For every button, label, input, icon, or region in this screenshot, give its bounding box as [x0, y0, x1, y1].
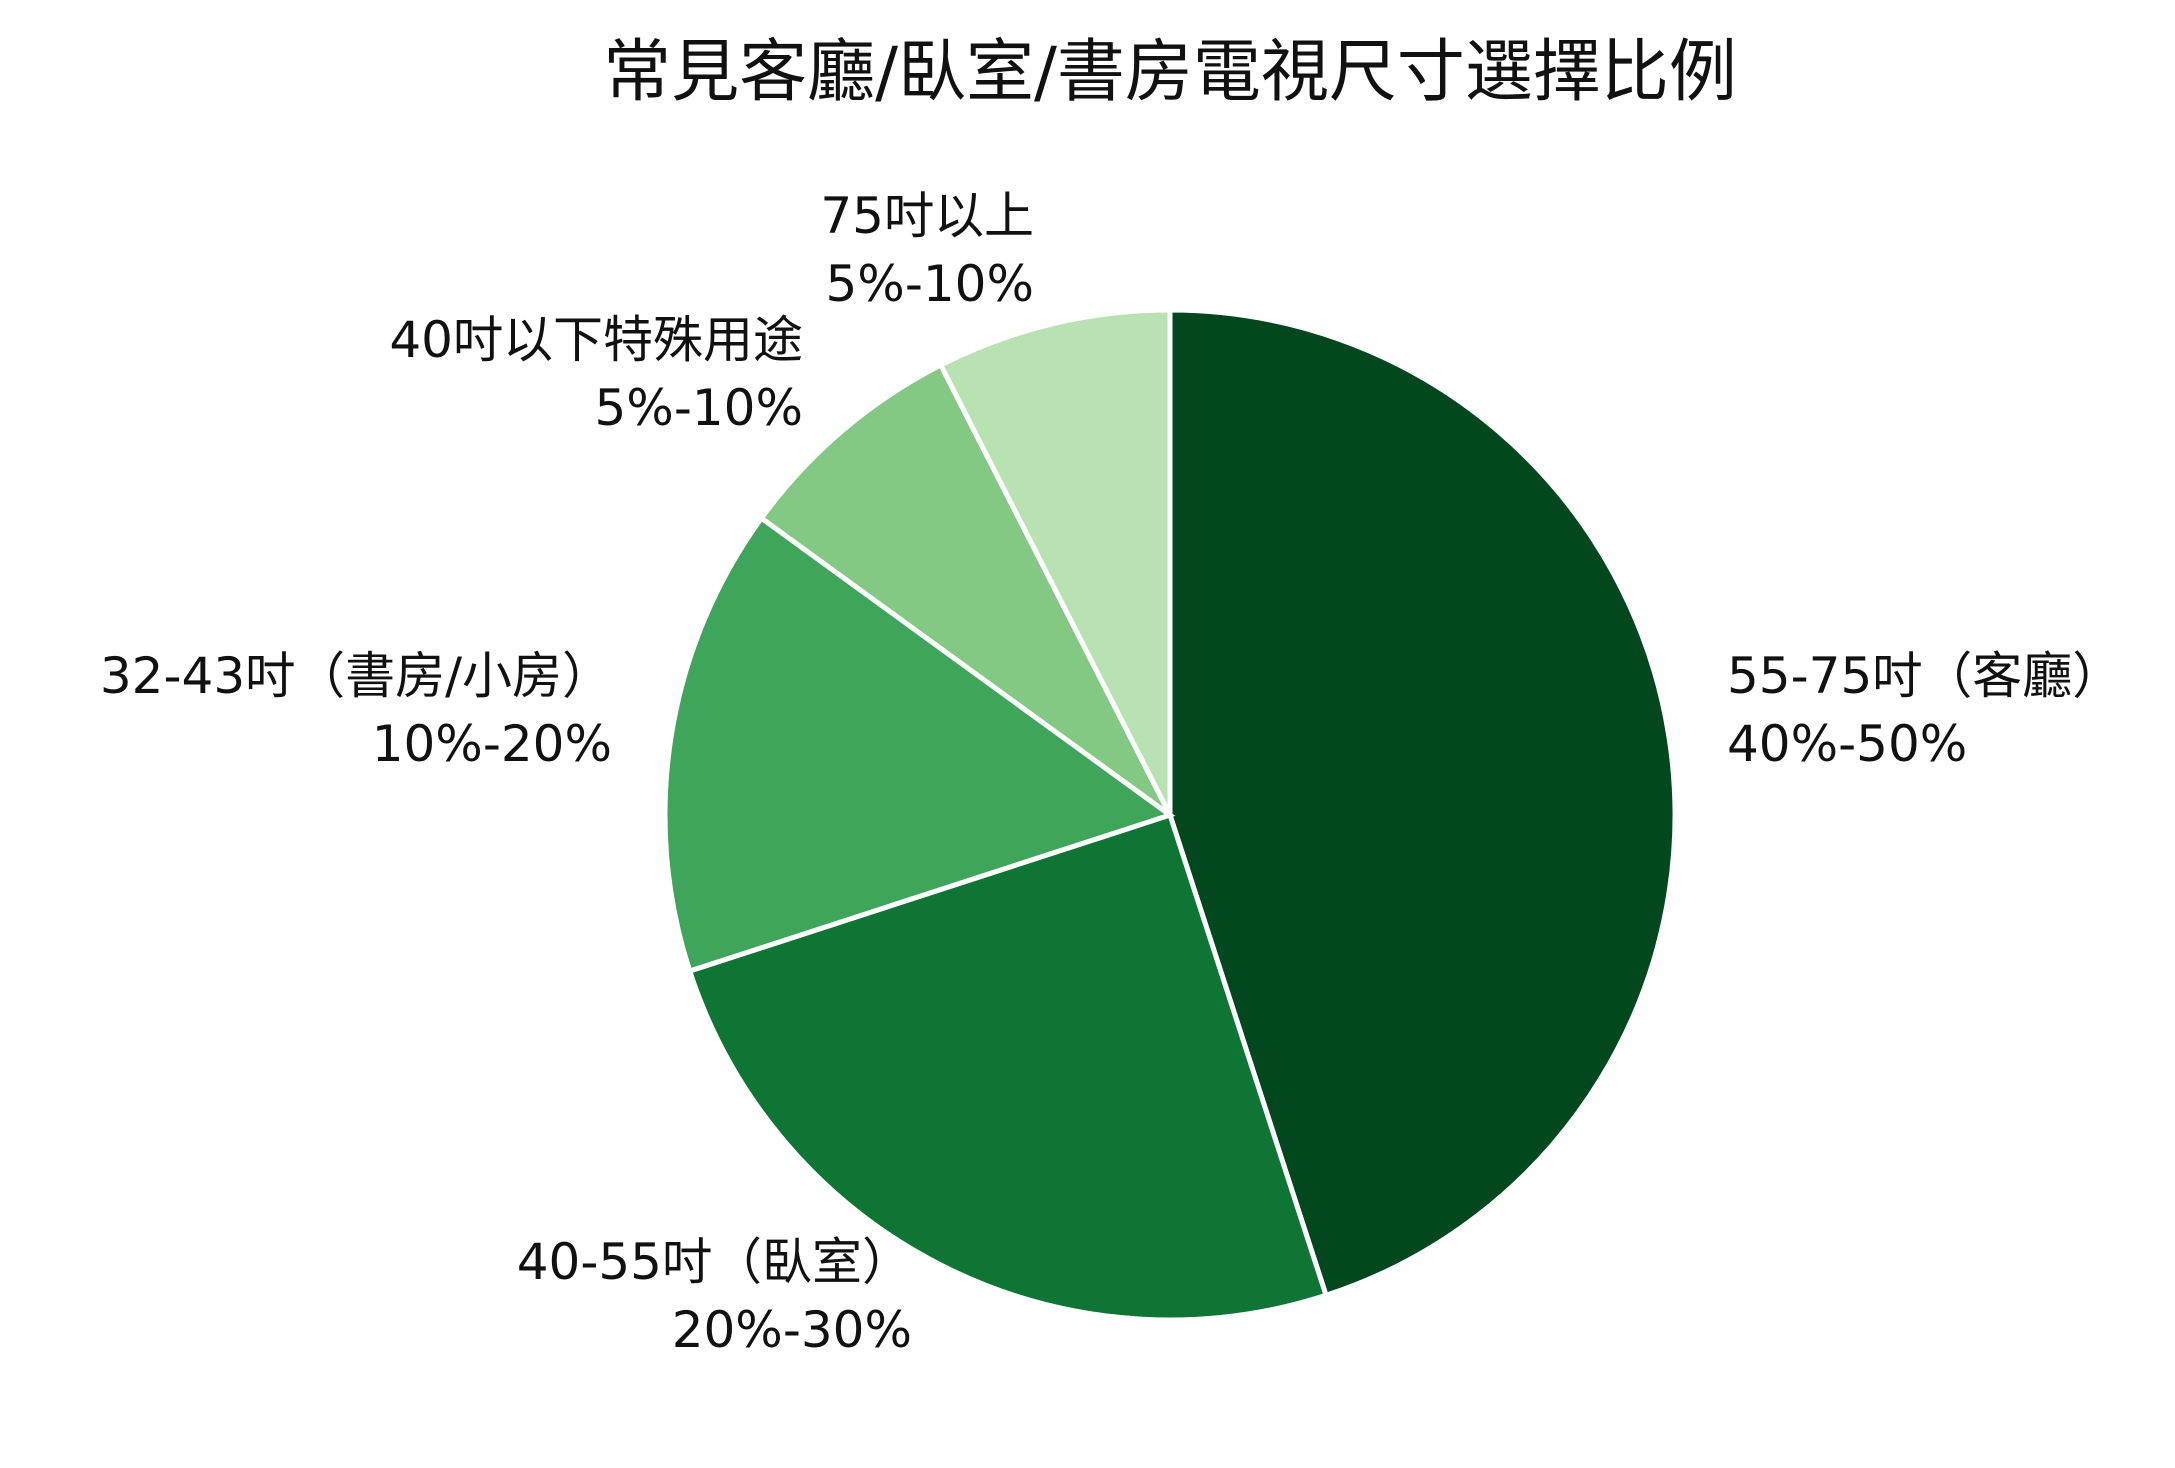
- slice-range-label: 20%-30%: [672, 1301, 912, 1359]
- chart-title: 常見客廳/臥室/書房電視尺寸選擇比例: [603, 33, 1737, 112]
- pie-slice: [757, 361, 1173, 818]
- pie-slice: [686, 811, 1330, 1323]
- pie-slice: [1167, 307, 1678, 1299]
- slice-range-label: 40%-50%: [1727, 715, 1967, 773]
- pie-slices: [662, 307, 1678, 1323]
- slice-range-label: 10%-20%: [372, 715, 612, 773]
- slice-category-label: 40-55吋（臥室）: [517, 1233, 912, 1291]
- slice-range-label: 5%-10%: [595, 379, 804, 437]
- slice-labels: 55-75吋（客廳） 40%-50% 40-55吋（臥室） 20%-30% 32-43吋…: [100, 187, 2122, 1359]
- slice-category-label: 40吋以下特殊用途: [389, 311, 803, 369]
- slice-range-label: 5%-10%: [826, 255, 1035, 313]
- slice-category-label: 75吋以上: [820, 187, 1034, 245]
- slice-category-label: 55-75吋（客廳）: [1727, 647, 2122, 705]
- pie-slice: [937, 307, 1173, 817]
- pie-slice: [662, 514, 1176, 975]
- slice-category-label: 32-43吋（書房/小房）: [100, 647, 612, 705]
